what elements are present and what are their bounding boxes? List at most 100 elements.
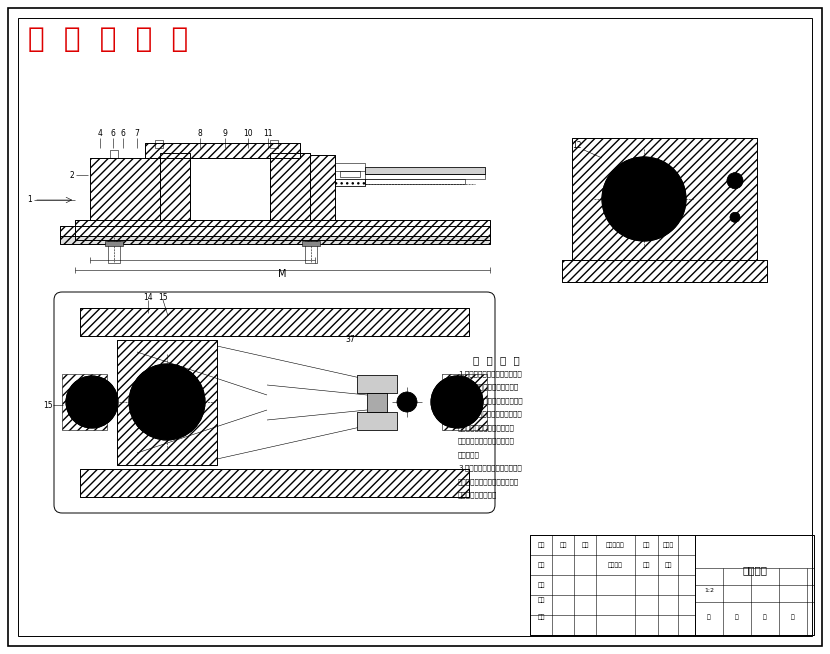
Bar bbox=[155, 140, 163, 148]
Bar bbox=[117, 340, 217, 465]
Bar bbox=[310, 155, 335, 220]
Text: 1.装入装配的零件及部件（包括: 1.装入装配的零件及部件（包括 bbox=[458, 370, 522, 377]
Bar bbox=[310, 155, 335, 220]
Bar bbox=[60, 236, 490, 244]
Bar bbox=[530, 535, 814, 635]
Text: 37: 37 bbox=[345, 336, 355, 345]
Bar bbox=[160, 153, 190, 220]
Bar bbox=[105, 241, 123, 246]
Bar bbox=[357, 375, 397, 393]
Text: 、锈蚀、划痕、碰伤、着色涂: 、锈蚀、划痕、碰伤、着色涂 bbox=[458, 438, 515, 444]
Text: 15: 15 bbox=[43, 400, 53, 409]
Text: 铣  面  装  配  图: 铣 面 装 配 图 bbox=[28, 25, 188, 53]
Text: 年: 年 bbox=[707, 614, 710, 620]
Text: 阶段标记: 阶段标记 bbox=[608, 562, 622, 568]
Bar bbox=[270, 140, 278, 148]
Bar bbox=[365, 179, 465, 184]
Bar bbox=[442, 374, 487, 430]
Bar bbox=[335, 179, 365, 186]
Text: 1: 1 bbox=[27, 196, 32, 205]
Bar bbox=[160, 153, 190, 220]
Text: 4: 4 bbox=[98, 128, 102, 137]
FancyBboxPatch shape bbox=[54, 292, 495, 513]
Bar bbox=[302, 241, 320, 246]
Text: 10: 10 bbox=[243, 128, 253, 137]
Text: 更改文件号: 更改文件号 bbox=[606, 542, 624, 548]
Bar bbox=[357, 412, 397, 430]
Bar bbox=[60, 226, 490, 240]
Text: 合尺寸，轴偏差过渡配合尺寸及: 合尺寸，轴偏差过渡配合尺寸及 bbox=[458, 478, 520, 485]
Circle shape bbox=[431, 376, 483, 428]
Text: 铣灭夹具: 铣灭夹具 bbox=[742, 565, 767, 575]
Bar bbox=[80, 308, 469, 336]
Bar bbox=[562, 260, 767, 282]
Text: 14: 14 bbox=[144, 292, 153, 301]
Text: 设计: 设计 bbox=[537, 562, 544, 568]
Bar bbox=[80, 469, 469, 497]
Bar bbox=[340, 171, 360, 177]
Text: 2: 2 bbox=[70, 171, 75, 179]
Bar bbox=[80, 469, 469, 497]
Bar bbox=[367, 393, 387, 412]
Text: 8: 8 bbox=[198, 128, 203, 137]
Bar bbox=[190, 158, 270, 220]
Bar bbox=[75, 220, 490, 240]
Text: 11: 11 bbox=[263, 128, 273, 137]
Text: 料及金堵。: 料及金堵。 bbox=[458, 451, 480, 458]
Bar bbox=[572, 138, 757, 260]
Bar bbox=[110, 150, 118, 158]
Text: 9: 9 bbox=[222, 128, 227, 137]
Text: 7: 7 bbox=[134, 128, 139, 137]
Bar bbox=[90, 158, 160, 220]
Text: 年月日: 年月日 bbox=[662, 542, 674, 548]
Text: 其他规定进行复查。: 其他规定进行复查。 bbox=[458, 492, 497, 498]
Bar bbox=[562, 260, 767, 282]
Circle shape bbox=[129, 364, 205, 440]
Bar bbox=[572, 138, 757, 260]
Bar bbox=[117, 340, 217, 465]
Text: 2.零件在规定各处须清洗清除毛: 2.零件在规定各处须清洗清除毛 bbox=[458, 411, 522, 417]
Bar bbox=[75, 220, 490, 240]
Bar bbox=[62, 374, 107, 430]
Bar bbox=[365, 174, 485, 179]
Text: 标记: 标记 bbox=[537, 542, 544, 548]
Text: 技  术  要  求: 技 术 要 求 bbox=[472, 355, 520, 365]
Text: 6: 6 bbox=[110, 128, 115, 137]
Text: 月: 月 bbox=[735, 614, 739, 620]
Text: 工艺: 工艺 bbox=[537, 597, 544, 603]
Circle shape bbox=[730, 213, 740, 222]
Text: 批准: 批准 bbox=[537, 614, 544, 620]
Bar bbox=[80, 308, 469, 336]
Text: 3.装配前应对零、零件做主要配: 3.装配前应对零、零件做主要配 bbox=[458, 464, 522, 471]
Text: 日: 日 bbox=[763, 614, 767, 620]
Text: M: M bbox=[278, 269, 286, 279]
Bar bbox=[145, 143, 300, 158]
Circle shape bbox=[727, 173, 743, 189]
Text: 处数: 处数 bbox=[559, 542, 567, 548]
Bar bbox=[60, 226, 490, 240]
Bar bbox=[365, 167, 485, 174]
Text: 检验部门检合格证方能进行装配。: 检验部门检合格证方能进行装配。 bbox=[458, 397, 524, 404]
Circle shape bbox=[66, 376, 118, 428]
Text: 15: 15 bbox=[159, 292, 168, 301]
Text: 签名: 签名 bbox=[642, 542, 650, 548]
Bar bbox=[365, 167, 485, 174]
Circle shape bbox=[397, 392, 417, 412]
Bar bbox=[108, 241, 120, 263]
Bar bbox=[60, 236, 490, 244]
Text: 共: 共 bbox=[791, 614, 795, 620]
Bar bbox=[335, 179, 365, 186]
Text: 刺，不得有毛刺、飞边、裂纹: 刺，不得有毛刺、飞边、裂纹 bbox=[458, 424, 515, 430]
Text: 导轨件、外购件），出必须具有: 导轨件、外购件），出必须具有 bbox=[458, 383, 520, 390]
Bar bbox=[145, 143, 300, 158]
Bar bbox=[367, 393, 387, 412]
Bar bbox=[270, 153, 310, 220]
Text: 12: 12 bbox=[572, 141, 582, 150]
Text: 分区: 分区 bbox=[581, 542, 588, 548]
Circle shape bbox=[602, 157, 686, 241]
Bar bbox=[357, 412, 397, 430]
Bar bbox=[270, 153, 310, 220]
Bar bbox=[90, 158, 160, 220]
Text: 重量: 重量 bbox=[642, 562, 650, 568]
Text: 6: 6 bbox=[120, 128, 125, 137]
